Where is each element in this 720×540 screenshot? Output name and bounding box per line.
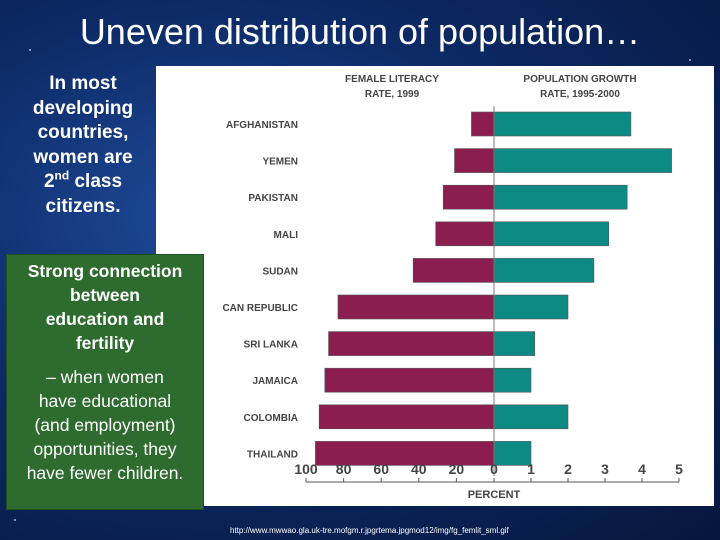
literacy-bar (471, 111, 495, 137)
literacy-bar (318, 404, 495, 430)
literacy-bar (337, 294, 495, 320)
bullet-text: class (69, 171, 123, 192)
bullet-line: developing (32, 97, 134, 119)
x-tick-label: 5 (675, 461, 683, 477)
chart-panel: FEMALE LITERACY RATE, 1999 POPULATION GROW… (156, 66, 714, 506)
bullet-line: In most (49, 73, 117, 94)
category-label: SUDAN (262, 266, 298, 277)
x-axis-label: PERCENT (468, 489, 521, 501)
literacy-bar (442, 184, 495, 210)
bullet-line: citizens. (45, 195, 121, 217)
right-header-text: RATE, 1995-2000 (540, 89, 620, 100)
box-body-line: – when women (46, 367, 164, 387)
box-heading-line: fertility (75, 333, 135, 353)
category-label: SRI LANKA (244, 340, 298, 351)
right-header-text: POPULATION GROWTH (523, 74, 636, 85)
category-label: JAMAICA (252, 376, 298, 387)
growth-bar (493, 441, 532, 466)
category-label: MALI (274, 230, 299, 241)
box-body-line: (and employment) (34, 415, 176, 435)
box-body-line: opportunities, they (33, 439, 177, 459)
growth-bar (493, 148, 672, 173)
bullet-women-status: In most developing countries, women are … (8, 72, 158, 219)
x-tick-label: 2 (564, 461, 572, 477)
literacy-bar (324, 367, 495, 393)
education-fertility-box: Strong connection between education and … (6, 254, 204, 510)
growth-bar (493, 294, 569, 320)
literacy-bar (412, 258, 495, 283)
category-label: THAILAND (247, 449, 298, 460)
literacy-bar (328, 331, 495, 356)
category-label: PAKISTAN (248, 193, 298, 204)
growth-bar (493, 404, 569, 430)
category-label: CAN REPUBLIC (222, 303, 298, 314)
box-body: – when women have educational (and emplo… (7, 365, 203, 485)
box-body-line: have fewer children. (26, 463, 184, 483)
category-label: AFGHANISTAN (226, 120, 298, 131)
literacy-growth-chart: FEMALE LITERACY RATE, 1999 POPULATION GROW… (222, 74, 683, 501)
category-label: COLOMBIA (244, 413, 298, 424)
left-header-text: RATE, 1999 (365, 89, 420, 100)
x-tick-label: 40 (411, 461, 427, 477)
slide-title: Uneven distribution of population… (79, 11, 641, 52)
x-tick-label: 3 (601, 461, 609, 477)
x-tick-label: 20 (449, 461, 465, 477)
growth-bar (493, 367, 532, 393)
growth-bar (493, 221, 609, 247)
category-label: YEMEN (262, 157, 298, 168)
x-tick-label: 80 (336, 461, 352, 477)
bullet-line: 2nd class (8, 170, 158, 195)
growth-bar (493, 184, 628, 210)
source-url: http://www.mwwao.gla.uk-tre.mofgm.r.jpgr… (230, 526, 509, 535)
literacy-bar (315, 441, 495, 466)
x-tick-label: 4 (638, 461, 646, 477)
x-tick-label: 100 (294, 461, 318, 477)
box-body-line: have educational (38, 391, 172, 411)
literacy-bar (435, 221, 495, 247)
literacy-bar (454, 148, 495, 173)
x-tick-label: 0 (490, 461, 498, 477)
growth-bar (493, 111, 632, 137)
growth-bar (493, 331, 536, 356)
x-tick-label: 60 (373, 461, 389, 477)
growth-bar (493, 258, 595, 283)
bullet-line: countries, (37, 122, 129, 143)
box-heading-line: education and (45, 309, 165, 329)
bullet-line: women are (33, 146, 133, 168)
x-tick-label: 1 (527, 461, 535, 477)
bullet-text: 2 (43, 171, 55, 192)
left-header-text: FEMALE LITERACY (345, 74, 439, 85)
box-heading: Strong connection between education and … (7, 259, 203, 355)
superscript: nd (54, 168, 70, 183)
box-heading-line: Strong connection (27, 261, 183, 281)
box-heading-line: between (69, 285, 141, 305)
